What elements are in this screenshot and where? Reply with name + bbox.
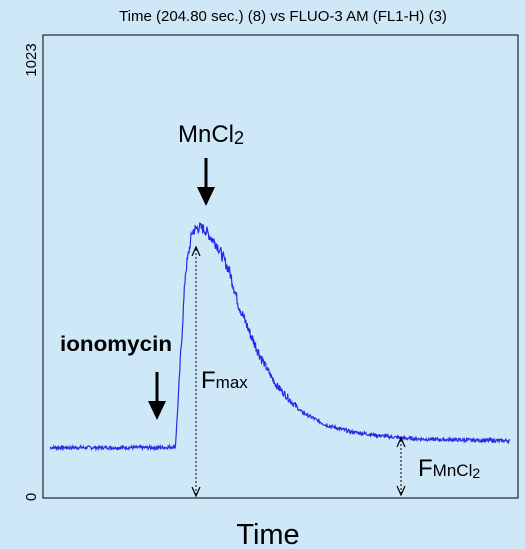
mncl2-label: MnCl2 <box>178 121 244 148</box>
y-tick-label-bottom: 0 <box>23 493 40 501</box>
fmncl2-label-sub: MnCl <box>433 461 473 480</box>
series-line <box>49 222 511 452</box>
ionomycin-label: ionomycin <box>60 333 172 356</box>
plot-frame <box>42 34 519 499</box>
fmax-double-arrow <box>191 245 201 498</box>
fmncl2-double-arrow <box>396 436 406 497</box>
ionomycin-arrow <box>148 372 166 420</box>
chart-title: Time (204.80 sec.) (8) vs FLUO-3 AM (FL1… <box>119 8 447 25</box>
y-tick-label-top: 1023 <box>23 43 40 76</box>
fmncl2-label: FMnCl2 <box>418 455 480 482</box>
fmax-label-main: F <box>201 367 216 394</box>
fmax-label-sub: max <box>216 373 249 392</box>
x-axis-label: Time <box>236 519 299 549</box>
mncl2-arrow <box>197 158 215 206</box>
fmax-label: Fmax <box>201 367 248 394</box>
fmncl2-label-main: F <box>418 455 433 482</box>
mncl2-label-main: MnCl <box>178 121 234 148</box>
mncl2-label-sub: 2 <box>234 128 244 148</box>
fmncl2-label-sub2: 2 <box>472 465 480 481</box>
